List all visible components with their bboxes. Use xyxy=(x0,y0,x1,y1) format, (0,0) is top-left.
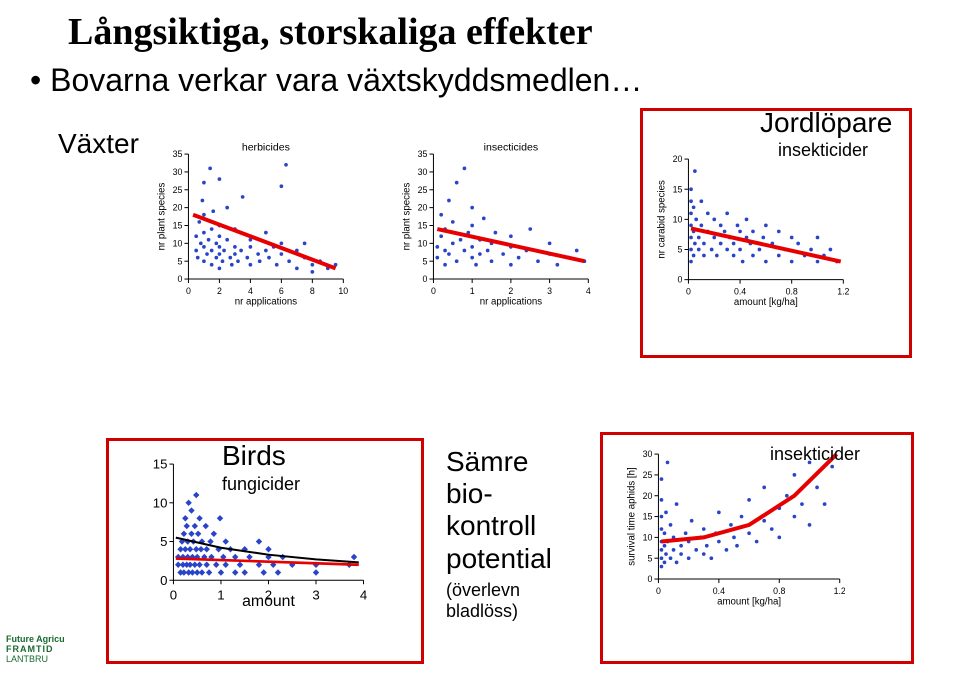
svg-text:3: 3 xyxy=(547,286,552,296)
svg-text:25: 25 xyxy=(173,185,183,195)
svg-text:15: 15 xyxy=(418,221,428,231)
chart-insecticides-plant: 0 1 2 3 4 0 5 10 15 20 25 30 35 insecticides nr applic… xyxy=(400,140,594,307)
svg-text:nr plant species: nr plant species xyxy=(157,183,168,251)
svg-text:35: 35 xyxy=(418,149,428,159)
svg-text:2: 2 xyxy=(508,286,513,296)
svg-text:0: 0 xyxy=(431,286,436,296)
svg-text:20: 20 xyxy=(173,203,183,213)
label-vaxter: Växter xyxy=(58,128,139,160)
svg-text:8: 8 xyxy=(310,286,315,296)
svg-text:15: 15 xyxy=(173,221,183,231)
slide: Långsiktiga, storskaliga effekter Bovarn… xyxy=(0,0,960,673)
svg-text:nr applications: nr applications xyxy=(235,297,298,308)
bullet-line: Bovarna verkar vara växtskyddsmedlen… xyxy=(30,62,642,99)
svg-text:10: 10 xyxy=(173,238,183,248)
svg-text:35: 35 xyxy=(173,149,183,159)
frame-aphid xyxy=(600,432,914,664)
svg-text:1: 1 xyxy=(470,286,475,296)
svg-text:5: 5 xyxy=(423,256,428,266)
svg-text:30: 30 xyxy=(418,167,428,177)
frame-carabid xyxy=(640,108,912,358)
svg-text:6: 6 xyxy=(279,286,284,296)
page-title: Långsiktiga, storskaliga effekter xyxy=(68,10,593,54)
svg-text:10: 10 xyxy=(338,286,348,296)
svg-text:5: 5 xyxy=(178,256,183,266)
label-samre: Sämrebio-kontrollpotential xyxy=(446,446,552,575)
svg-text:25: 25 xyxy=(418,185,428,195)
svg-text:nr plant species: nr plant species xyxy=(402,183,413,251)
svg-text:0: 0 xyxy=(178,274,183,284)
svg-text:10: 10 xyxy=(418,238,428,248)
label-samre-sub: (överlevnbladlöss) xyxy=(446,580,520,621)
svg-text:herbicides: herbicides xyxy=(242,142,290,154)
svg-text:insecticides: insecticides xyxy=(484,142,539,154)
svg-text:4: 4 xyxy=(586,286,591,296)
label-birds-sub: fungicider xyxy=(222,474,300,495)
label-birds: Birds xyxy=(222,440,286,472)
svg-text:4: 4 xyxy=(248,286,253,296)
svg-text:0: 0 xyxy=(186,286,191,296)
svg-text:2: 2 xyxy=(217,286,222,296)
logo-framtid: Future Agricu FRAMTID LANTBRU xyxy=(6,635,65,665)
svg-text:nr applications: nr applications xyxy=(480,297,543,308)
svg-text:30: 30 xyxy=(173,167,183,177)
svg-text:20: 20 xyxy=(418,203,428,213)
label-ins2: insekticider xyxy=(770,444,860,465)
chart-herbicides: 0 2 4 6 8 10 0 5 10 15 20 25 30 35 herbicides nr applic… xyxy=(155,140,349,307)
svg-text:0: 0 xyxy=(423,274,428,284)
